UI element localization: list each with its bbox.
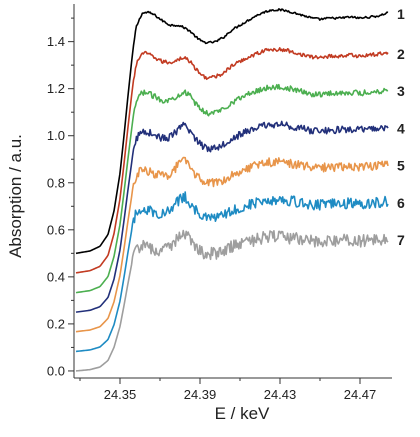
y-tick-label: 0.0 [47, 363, 65, 378]
y-axis-tick-labels: 0.0 0.2 0.4 0.6 0.8 1.0 1.2 1.4 [47, 34, 65, 378]
plot-frame [73, 4, 392, 379]
y-tick-label: 1.2 [47, 81, 65, 96]
x-tick-label: 24.47 [344, 387, 377, 402]
y-axis-ticks [68, 17, 74, 372]
series-label-4: 4 [397, 120, 405, 136]
y-tick-label: 1.0 [47, 128, 65, 143]
x-axis-title: E / keV [215, 404, 270, 423]
series-label-2: 2 [397, 46, 405, 62]
y-tick-label: 0.2 [47, 316, 65, 331]
series-label-6: 6 [397, 195, 405, 211]
series-line-6 [75, 191, 389, 353]
series-line-5 [75, 156, 389, 333]
x-tick-label: 24.43 [264, 387, 297, 402]
series-line-3 [75, 83, 389, 294]
series-labels: 1 2 3 4 5 6 7 [397, 6, 405, 248]
x-tick-label: 24.39 [184, 387, 217, 402]
x-axis-ticks [79, 378, 361, 384]
plot-lines [75, 8, 389, 372]
series-line-4 [75, 120, 389, 313]
y-tick-label: 0.8 [47, 175, 65, 190]
series-label-1: 1 [397, 6, 405, 22]
y-tick-label: 0.6 [47, 222, 65, 237]
y-tick-label: 0.4 [47, 269, 65, 284]
x-tick-label: 24.35 [104, 387, 137, 402]
series-line-1 [75, 8, 389, 255]
series-label-3: 3 [397, 83, 405, 99]
x-axis-tick-labels: 24.35 24.39 24.43 24.47 [104, 387, 377, 402]
series-label-5: 5 [397, 158, 405, 174]
series-line-7 [75, 229, 389, 372]
series-label-7: 7 [397, 232, 405, 248]
series-line-2 [75, 47, 389, 274]
y-axis-title: Absorption / a.u. [6, 134, 25, 258]
y-tick-label: 1.4 [47, 34, 65, 49]
